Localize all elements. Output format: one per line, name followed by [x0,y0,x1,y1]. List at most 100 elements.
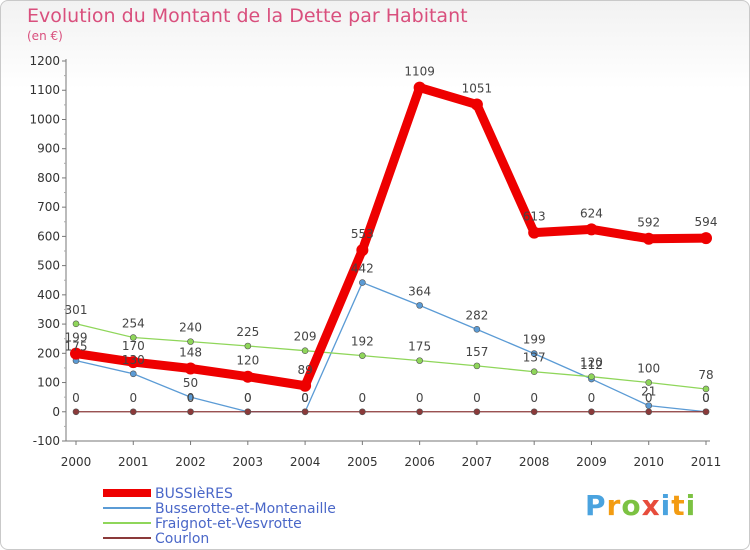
series-1 [72,279,710,416]
data-point [702,408,710,416]
data-point [359,408,366,416]
y-tick-label: 0 [52,405,60,419]
chart-title: Evolution du Montant de la Dette par Hab… [27,5,468,27]
data-point [299,379,312,392]
series-2 [72,320,710,393]
y-tick-label: 900 [37,142,60,156]
y-tick-label: 1200 [29,54,60,68]
data-point [359,279,366,286]
y-tick-label: 100 [37,376,60,390]
series-line [75,323,707,390]
data-label: 553 [351,227,374,241]
data-label: 613 [523,210,546,224]
data-label: 120 [236,354,259,368]
data-point [588,408,595,416]
data-point [702,385,710,393]
data-label: 130 [122,353,145,367]
data-label: 0 [702,391,710,405]
x-tick-label: 2003 [233,455,264,469]
y-tick-label: 1100 [29,83,60,97]
data-label: 89 [297,363,312,377]
data-label: 624 [580,206,603,220]
data-label: 100 [637,362,660,376]
x-tick-label: 2006 [404,455,435,469]
data-label: 148 [179,346,202,360]
data-label: 0 [588,391,596,405]
logo-letter: o [621,489,642,522]
data-label: 1051 [462,82,493,96]
data-point [187,408,194,416]
data-label: 112 [580,358,603,372]
x-tick-label: 2002 [175,455,206,469]
data-label: 364 [408,284,431,298]
data-label: 0 [129,391,137,405]
data-label: 282 [465,308,488,322]
data-label: 0 [530,391,538,405]
data-point [416,408,423,416]
data-label: 1109 [404,65,435,79]
data-point [244,408,252,416]
data-label: 0 [72,391,80,405]
data-label: 594 [695,215,718,229]
logo-letter: i [685,489,697,522]
data-label: 78 [698,368,713,382]
x-tick-label: 2008 [519,455,550,469]
series-3 [72,408,710,416]
data-point [416,357,423,364]
data-point [473,362,481,370]
chart-subtitle: (en €) [27,29,63,43]
data-point [700,232,712,245]
y-tick-label: 400 [37,288,60,302]
data-point [241,370,254,383]
x-tick-label: 2009 [576,455,607,469]
data-label: 192 [351,335,374,349]
x-tick-label: 2004 [290,455,321,469]
data-label: 301 [65,303,88,317]
data-label: 0 [359,391,367,405]
data-label: 137 [523,351,546,365]
logo-letter: x [641,489,661,522]
data-point [473,408,481,416]
x-tick-label: 2010 [633,455,664,469]
data-point [244,342,252,350]
y-tick-label: 800 [37,171,60,185]
data-label: 209 [294,330,317,344]
data-point [359,352,366,359]
data-label: 120 [580,356,603,370]
y-tick-label: 700 [37,200,60,214]
legend-label: Fraignot-et-Vesvrotte [155,516,302,532]
data-point [528,226,541,239]
data-point [473,326,481,333]
data-label: 254 [122,317,145,331]
data-label: 240 [179,321,202,335]
data-label: 0 [702,391,710,405]
data-label: 175 [408,340,431,354]
data-point [413,81,426,94]
data-point [645,379,653,386]
data-label: 21 [641,385,656,399]
data-label: 0 [645,391,653,405]
data-point [588,373,595,380]
data-label: 50 [183,376,198,390]
x-tick-label: 2005 [347,455,378,469]
legend-label: BUSSIèRES [155,486,233,502]
data-point [187,338,194,345]
data-point [356,244,369,257]
x-tick-label: 2001 [118,455,149,469]
data-label: 442 [351,262,374,276]
series-0 [70,81,712,392]
y-tick-label: 500 [37,259,60,273]
data-point [129,334,137,341]
logo-letter: t [671,489,686,522]
data-point [530,350,538,357]
proxiti-logo: Proxiti [585,489,696,522]
data-label: 170 [122,339,145,353]
data-label: 0 [301,391,309,405]
data-point [585,223,598,236]
logo-letter: i [660,489,672,522]
legend-label: Busserotte-et-Montenaille [155,501,336,517]
data-point [127,356,140,369]
y-tick-label: 300 [37,317,60,331]
y-tick-label: 200 [37,346,60,360]
data-point [470,98,483,111]
